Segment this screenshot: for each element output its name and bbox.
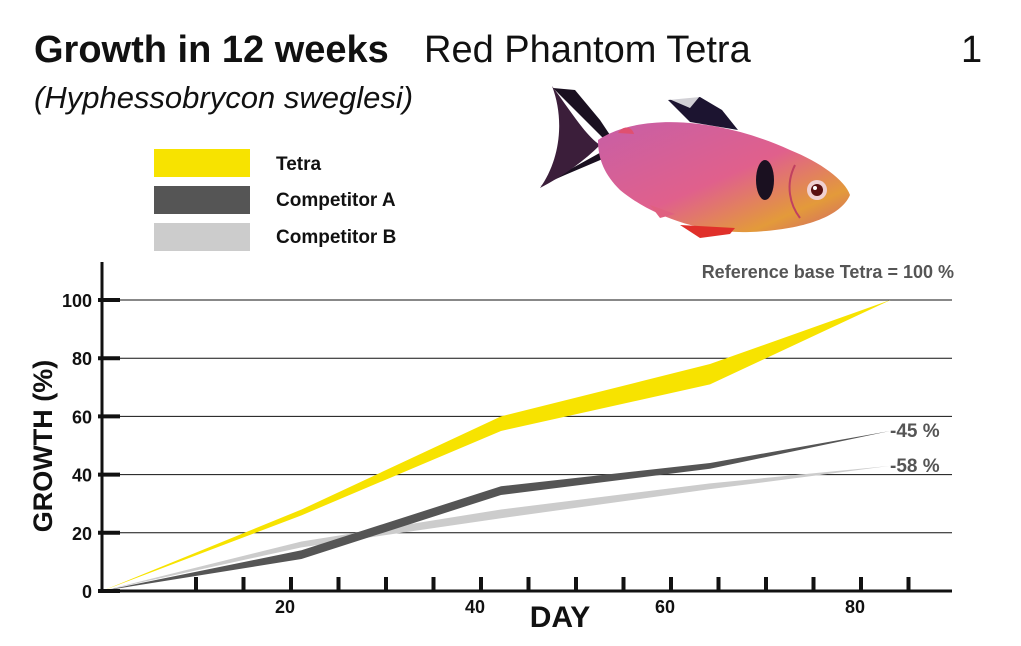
series-band-competitor-b [102,465,891,591]
page-number: 1 [961,29,982,71]
x-tick-label-80: 80 [845,597,865,617]
series-end-label: -58 % [890,456,940,477]
legend-label-competitor-b: Competitor B [276,227,396,248]
legend-swatch-tetra [154,149,250,177]
legend-label-tetra: Tetra [276,154,321,175]
x-tick-label-40: 40 [465,597,485,617]
series-band-tetra [102,300,891,591]
legend: Tetra Competitor A Competitor B [154,149,396,251]
series-end-labels: -45 % -58 % [890,421,940,477]
legend-swatch-competitor-b [154,223,250,251]
y-tick-label-60: 60 [72,407,92,427]
x-axis-title: DAY [530,601,591,634]
series-end-label: -45 % [890,421,940,442]
x-tick-label-20: 20 [275,597,295,617]
red-phantom-tetra-fish-image [540,86,850,238]
y-tick-label-100: 100 [62,291,92,311]
series-band-competitor-a [102,430,891,591]
chart-title-species: Red Phantom Tetra [424,29,752,71]
legend-swatch-competitor-a [154,186,250,214]
y-tick-label-80: 80 [72,349,92,369]
x-tick-label-60: 60 [655,597,675,617]
tick-labels: 0 20 40 60 80 100 20 40 60 80 [62,291,865,617]
tick-marks [98,298,911,593]
y-tick-label-0: 0 [82,582,92,602]
chart-subtitle: (Hyphessobrycon sweglesi) [34,80,413,115]
y-axis-title: GROWTH (%) [28,360,58,532]
y-tick-label-40: 40 [72,466,92,486]
y-tick-label-20: 20 [72,524,92,544]
chart-title: Growth in 12 weeks [34,29,389,71]
legend-label-competitor-a: Competitor A [276,190,396,211]
series-areas [102,300,891,591]
reference-note: Reference base Tetra = 100 % [702,262,954,282]
